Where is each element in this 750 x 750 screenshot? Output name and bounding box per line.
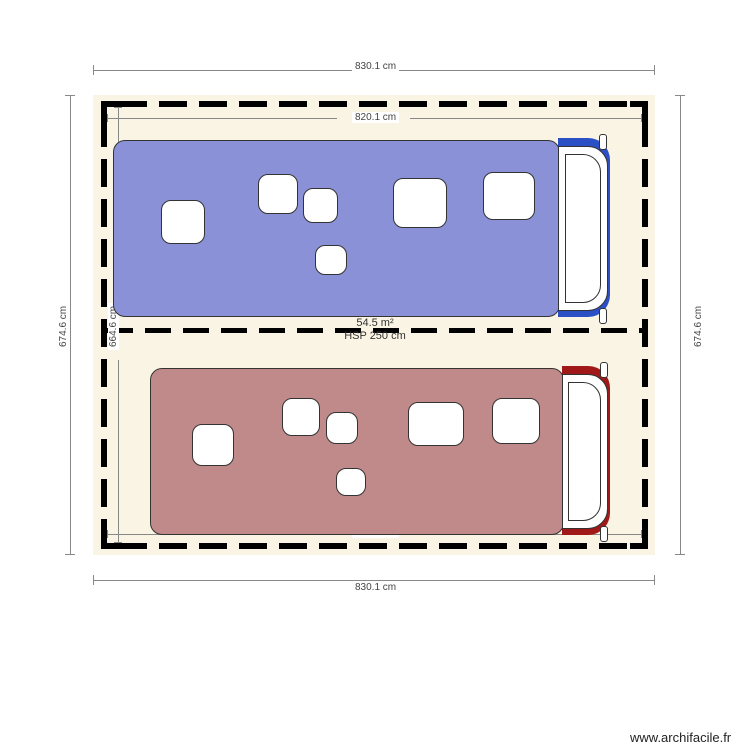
- floorplan-canvas: 830.1 cm 830.1 cm 674.6 cm 674.6 cm 820.…: [0, 0, 750, 750]
- roof-window: [315, 245, 347, 275]
- room-area-label: 54.5 m²: [325, 317, 425, 329]
- dim-inner-top-r: [410, 118, 642, 119]
- wall-dashed-left: [101, 119, 107, 531]
- roof-window: [336, 468, 366, 496]
- vehicle-top: [113, 140, 613, 315]
- roof-window: [282, 398, 320, 436]
- dim-outer-bottom-line: [93, 580, 655, 581]
- dim-tick: [65, 95, 75, 96]
- dim-outer-top-label: 830.1 cm: [352, 61, 399, 72]
- watermark: www.archifacile.fr: [630, 730, 731, 745]
- dim-inner-left-b: [118, 360, 119, 543]
- dim-outer-right-line: [680, 95, 681, 555]
- roof-window: [393, 178, 447, 228]
- dim-outer-left-line: [70, 95, 71, 555]
- dim-tick: [641, 114, 642, 122]
- vehicle-bottom: [150, 368, 613, 533]
- vehicle-top-windshield: [565, 154, 601, 303]
- vehicle-bottom-mirror-t: [600, 362, 608, 378]
- dim-outer-bottom-label: 830.1 cm: [352, 582, 399, 593]
- wall-dashed-top: [119, 101, 630, 107]
- dim-tick: [107, 114, 108, 122]
- dim-tick: [654, 575, 655, 585]
- dim-inner-top-label: 820.1 cm: [352, 112, 399, 123]
- dim-tick: [107, 530, 108, 538]
- roof-window: [161, 200, 205, 244]
- vehicle-bottom-mirror-b: [600, 526, 608, 542]
- dim-tick: [675, 554, 685, 555]
- dim-tick: [65, 554, 75, 555]
- roof-window: [326, 412, 358, 444]
- room-hsp-label: HSP 250 cm: [325, 330, 425, 342]
- dim-tick: [641, 530, 642, 538]
- wall-dashed-bottom: [119, 543, 630, 549]
- dim-outer-left-label: 674.6 cm: [58, 303, 69, 350]
- dim-tick: [675, 95, 685, 96]
- roof-window: [483, 172, 535, 220]
- dim-tick: [654, 65, 655, 75]
- vehicle-top-mirror-b: [599, 308, 607, 324]
- wall-solid-br-v: [642, 531, 648, 549]
- roof-window: [258, 174, 298, 214]
- roof-window: [492, 398, 540, 444]
- roof-window: [408, 402, 464, 446]
- wall-solid-tr-v: [642, 101, 648, 119]
- vehicle-bottom-windshield: [568, 382, 601, 521]
- vehicle-top-mirror-t: [599, 134, 607, 150]
- dim-tick: [114, 542, 122, 543]
- dim-tick: [93, 65, 94, 75]
- roof-window: [303, 188, 338, 223]
- dim-outer-right-label: 674.6 cm: [693, 303, 704, 350]
- dim-inner-top-l: [107, 118, 337, 119]
- wall-dashed-right: [642, 119, 648, 531]
- roof-window: [192, 424, 234, 466]
- dim-tick: [93, 575, 94, 585]
- dim-tick: [114, 107, 122, 108]
